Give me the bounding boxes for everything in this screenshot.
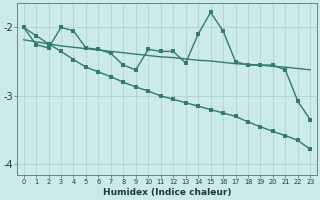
X-axis label: Humidex (Indice chaleur): Humidex (Indice chaleur) <box>103 188 231 197</box>
